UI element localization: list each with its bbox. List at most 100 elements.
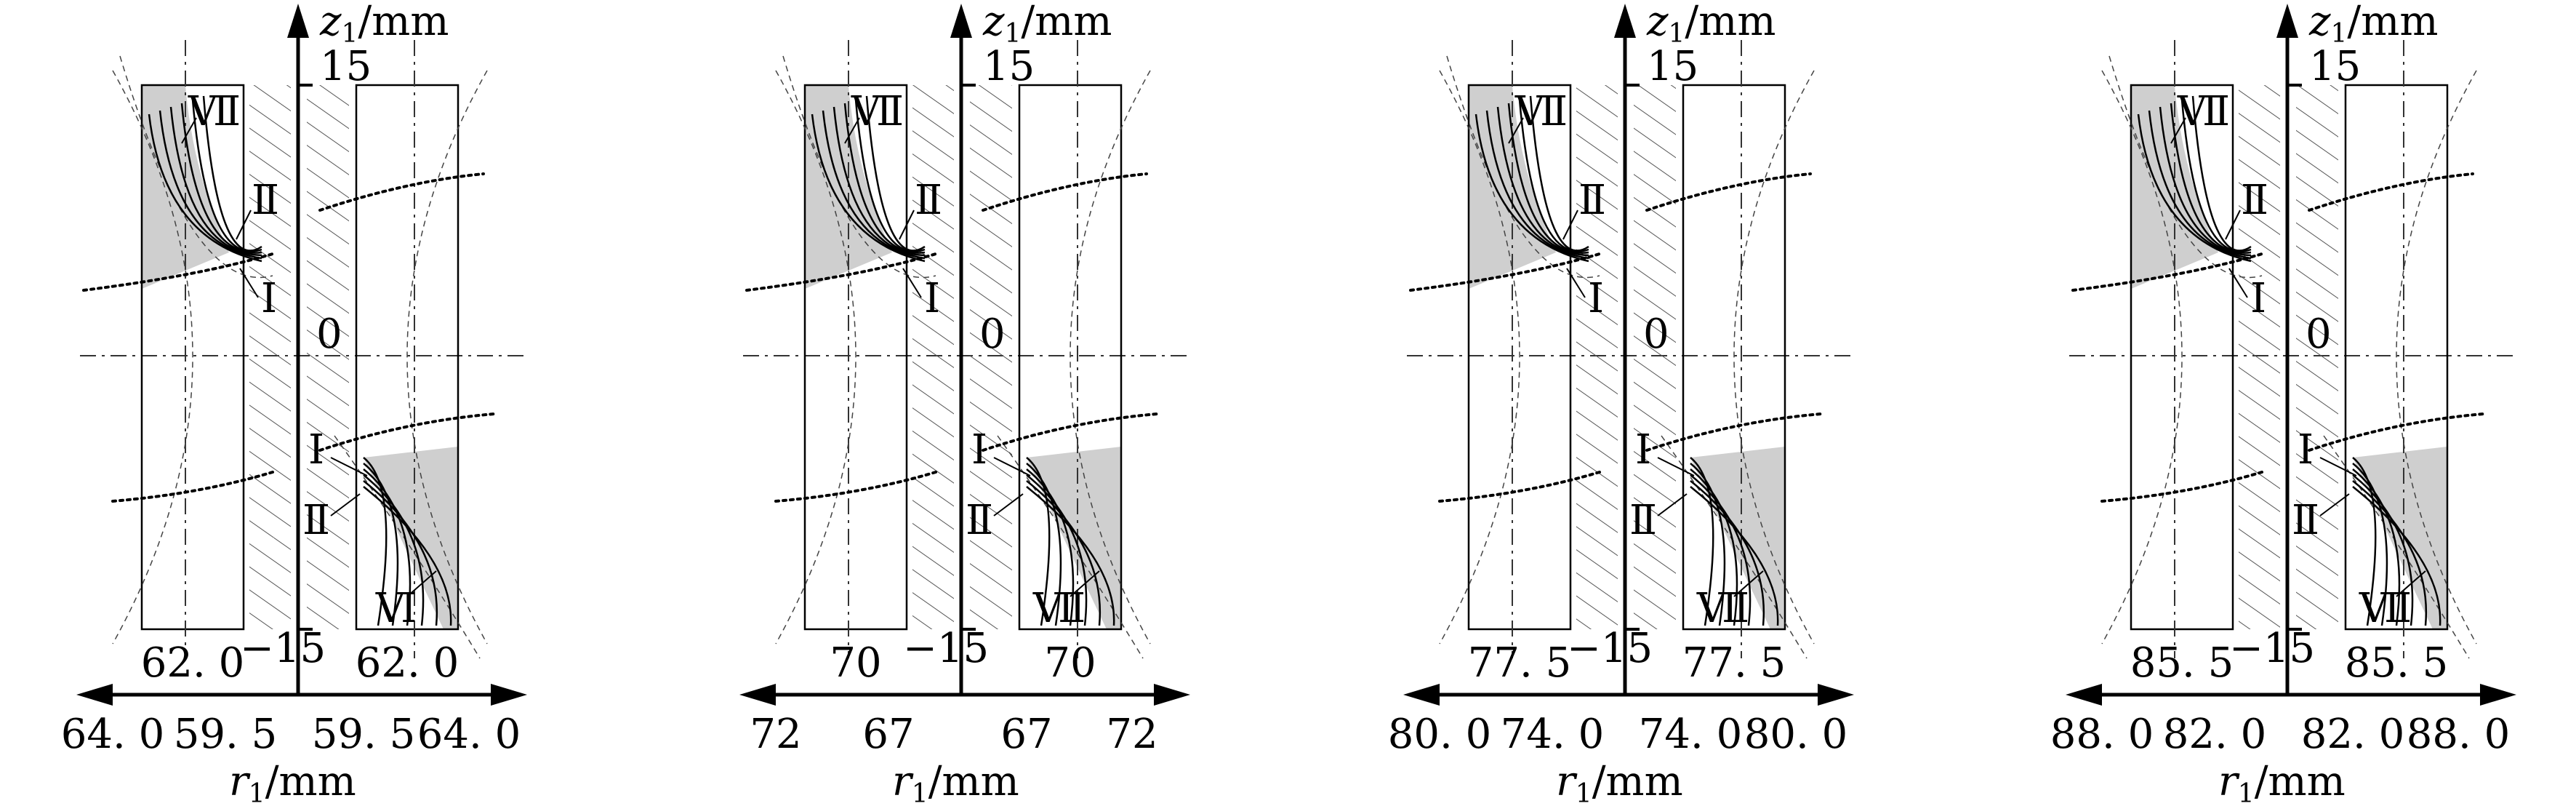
r-symbol: r [1556, 758, 1578, 805]
r-tick-left-inner: 74. 0 [1501, 711, 1605, 758]
z-top-label: 15 [2309, 43, 2361, 90]
r-symbol: r [892, 758, 914, 805]
r-unit: /mm [1592, 758, 1683, 805]
r-axis-arrow-left [2066, 684, 2102, 706]
dotted-curve-right-lower [1645, 412, 1823, 452]
dotted-curve-left-upper [2071, 252, 2263, 292]
hatch-left-strip [1576, 85, 1618, 629]
dashed-arc-left-upper [782, 55, 936, 279]
leader-upper-mid [899, 210, 915, 240]
dotted-curve-right-upper [2308, 172, 2474, 212]
curve-label-upper-top: Ⅶ [851, 89, 904, 135]
r-axis-label: r1/mm [229, 758, 356, 806]
r-subscript: 1 [1576, 779, 1592, 806]
curve-lower-2 [1690, 463, 1726, 626]
r-tick-right-outer: 72 [1106, 711, 1157, 758]
curve-lower-5 [2352, 480, 2428, 626]
curve-upper-4 [2170, 103, 2252, 254]
z-subscript: 1 [2331, 19, 2348, 49]
r-tick-right-outer: 64. 0 [417, 711, 521, 758]
curve-lower-6 [1690, 486, 1779, 626]
zero-label: 0 [2306, 311, 2332, 358]
curve-label-upper-low: Ⅰ [2250, 276, 2266, 322]
z-top-label: 15 [1647, 43, 1698, 90]
center-label-right: 77. 5 [1682, 639, 1786, 687]
dotted-curve-left-lower [111, 471, 274, 503]
z-symbol: z [319, 0, 342, 45]
curve-upper-2 [822, 110, 926, 260]
curve-lower-6 [2352, 486, 2441, 626]
center-label-right: 70 [1044, 639, 1096, 687]
center-label-left: 62. 0 [141, 639, 245, 687]
leader-upper-top [2170, 117, 2186, 144]
dotted-curve-right-upper [982, 172, 1148, 212]
curve-upper-6 [2191, 95, 2252, 252]
curve-label-upper-low: Ⅰ [261, 276, 277, 322]
dashed-arc-left-upper [1446, 55, 1600, 279]
hatch-left-strip [2239, 85, 2280, 629]
curve-label-upper-top: Ⅶ [2177, 89, 2230, 135]
curve-label-upper-mid: Ⅱ [915, 178, 942, 223]
curve-label-lower-mid: Ⅱ [302, 498, 330, 543]
curve-lower-3 [363, 468, 412, 626]
r-symbol: r [229, 758, 251, 805]
z-bottom-label: −15 [1567, 625, 1653, 672]
z-bottom-label: −15 [240, 625, 326, 672]
r-tick-right-inner: 82. 0 [2301, 711, 2405, 758]
dotted-curve-right-upper [318, 172, 485, 212]
dotted-curve-left-upper [82, 252, 274, 292]
r-unit: /mm [2255, 758, 2346, 805]
z-axis-arrow [1614, 4, 1636, 38]
leader-upper-top [844, 117, 860, 144]
curve-label-upper-top: Ⅶ [188, 89, 241, 135]
z-axis-label: z1/mm [982, 0, 1112, 49]
curve-upper-3 [832, 106, 926, 257]
leader-upper-low [239, 268, 259, 298]
curve-lower-4 [2352, 474, 2414, 626]
leader-upper-top [1508, 117, 1524, 144]
z-top-label: 15 [983, 43, 1035, 90]
curve-lower-6 [363, 486, 452, 626]
leader-lower-bottom [406, 570, 437, 597]
curve-lower-5 [363, 480, 438, 626]
r-symbol: r [2218, 758, 2240, 805]
leader-lower-mid [2319, 493, 2350, 516]
left-rectangle [140, 84, 245, 631]
curve-upper-4 [843, 103, 926, 254]
curve-lower-3 [1026, 468, 1075, 626]
z-axis-arrow [2276, 4, 2298, 38]
z-symbol: z [2308, 0, 2331, 45]
r-tick-left-outer: 88. 0 [2050, 711, 2154, 758]
right-rectangle [2344, 84, 2449, 631]
curve-upper-2 [1485, 110, 1589, 260]
curve-lower-4 [363, 474, 425, 626]
right-rectangle [355, 84, 460, 631]
curve-lower-2 [363, 463, 399, 626]
zero-label: 0 [316, 311, 342, 358]
r-tick-left-inner: 67 [862, 711, 914, 758]
z-top-label: 15 [320, 43, 372, 90]
r-axis-arrow-left [76, 684, 113, 706]
r-subscript: 1 [249, 779, 265, 806]
leader-lower-top [993, 457, 1031, 476]
curve-upper-1 [811, 113, 926, 263]
curve-lower-4 [1690, 474, 1752, 626]
leader-lower-bottom [1733, 570, 1764, 597]
dashed-arc-left-upper [119, 55, 273, 279]
curve-upper-1 [148, 113, 262, 263]
right-rectangle [1682, 84, 1786, 631]
dashed-arc-left [1439, 70, 1520, 645]
curve-label-lower-bottom: Ⅶ [1696, 586, 1749, 631]
curve-upper-3 [169, 106, 262, 257]
z-subscript: 1 [342, 19, 358, 49]
z-axis-label: z1/mm [2308, 0, 2439, 49]
hatch-right-strip [1634, 85, 1676, 629]
r-subscript: 1 [2238, 779, 2255, 806]
curve-upper-2 [159, 110, 262, 260]
curve-lower-2 [1026, 463, 1062, 626]
leader-lower-top [330, 457, 368, 476]
leader-upper-mid [1562, 210, 1578, 240]
